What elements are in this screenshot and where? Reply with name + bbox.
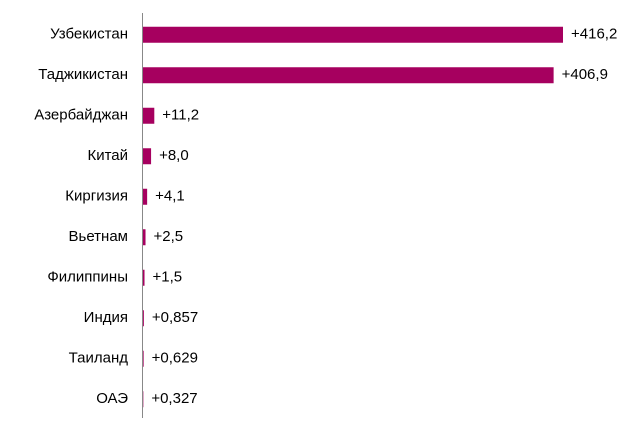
category-label: Киргизия (65, 188, 128, 205)
category-label: Вьетнам (69, 228, 128, 245)
bar (143, 188, 148, 205)
bar (143, 350, 144, 367)
category-label: Узбекистан (50, 26, 128, 43)
value-label: +2,5 (154, 228, 184, 245)
value-label: +406,9 (562, 66, 608, 83)
value-label: +0,629 (152, 350, 198, 367)
bar (143, 229, 146, 246)
value-label: +0,857 (152, 309, 198, 326)
bar (143, 67, 554, 84)
category-label: Китай (87, 147, 128, 164)
category-label: Индия (84, 309, 128, 326)
value-label: +416,2 (571, 26, 617, 43)
category-label: Азербайджан (34, 107, 128, 124)
value-label: +0,327 (151, 390, 197, 407)
bar (143, 107, 155, 124)
category-label: Филиппины (47, 269, 128, 286)
category-label: ОАЭ (96, 390, 128, 407)
bar (143, 269, 145, 286)
value-label: +1,5 (153, 269, 183, 286)
value-label: +11,2 (162, 107, 199, 124)
bar (143, 26, 563, 43)
category-label: Таиланд (69, 350, 129, 367)
value-label: +8,0 (159, 147, 189, 164)
category-label: Таджикистан (38, 66, 128, 83)
value-label: +4,1 (155, 188, 185, 205)
bar (143, 310, 144, 327)
bar (143, 148, 152, 165)
